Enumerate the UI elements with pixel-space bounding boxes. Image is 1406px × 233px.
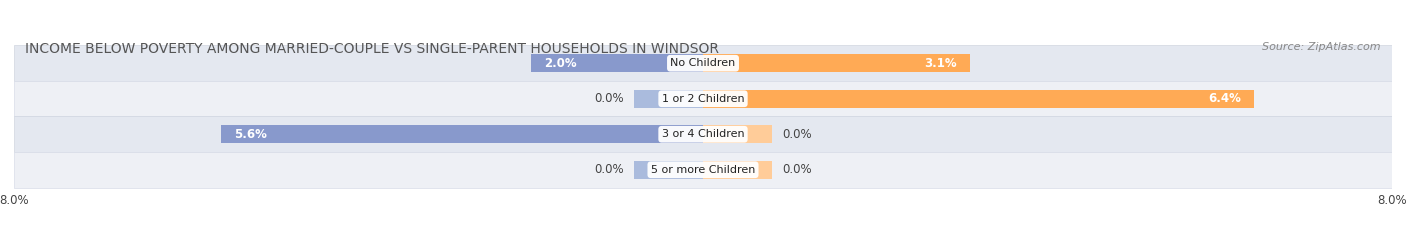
Bar <box>634 89 703 108</box>
Text: 3 or 4 Children: 3 or 4 Children <box>662 129 744 139</box>
Text: 1 or 2 Children: 1 or 2 Children <box>662 94 744 104</box>
Bar <box>703 54 970 72</box>
Bar <box>531 54 703 72</box>
Text: 0.0%: 0.0% <box>782 128 811 141</box>
Bar <box>14 152 1392 188</box>
Bar <box>14 116 1392 152</box>
Text: INCOME BELOW POVERTY AMONG MARRIED-COUPLE VS SINGLE-PARENT HOUSEHOLDS IN WINDSOR: INCOME BELOW POVERTY AMONG MARRIED-COUPL… <box>25 42 718 56</box>
Bar <box>221 125 703 144</box>
Bar <box>634 161 703 179</box>
Text: 5 or more Children: 5 or more Children <box>651 165 755 175</box>
Text: 6.4%: 6.4% <box>1208 92 1241 105</box>
Bar <box>703 161 772 179</box>
Text: 0.0%: 0.0% <box>595 92 624 105</box>
Bar <box>703 125 772 144</box>
Text: 5.6%: 5.6% <box>233 128 267 141</box>
Text: 3.1%: 3.1% <box>924 57 957 70</box>
Text: No Children: No Children <box>671 58 735 68</box>
Text: 0.0%: 0.0% <box>782 163 811 176</box>
Bar <box>703 89 1254 108</box>
Text: Source: ZipAtlas.com: Source: ZipAtlas.com <box>1263 42 1381 52</box>
Bar <box>14 81 1392 116</box>
Text: 2.0%: 2.0% <box>544 57 576 70</box>
Text: 0.0%: 0.0% <box>595 163 624 176</box>
Bar <box>14 45 1392 81</box>
